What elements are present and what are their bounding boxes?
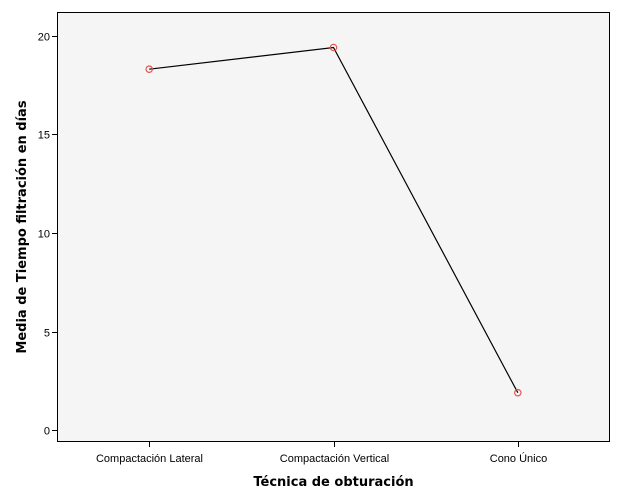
plot-frame [57,12,610,442]
series-line [149,46,519,393]
data-point [513,388,522,397]
data-point [329,43,338,52]
x-axis: Compactación Lateral Compactación Vertica… [96,442,547,465]
x-tick-label: Compactación Vertical [280,453,389,465]
x-tick-label: Compactación Lateral [96,453,203,465]
y-tick-label: 15 [38,130,50,142]
y-axis: 0 5 10 15 20 [38,32,57,438]
y-tick-label: 10 [38,229,50,241]
data-series [145,43,522,397]
y-tick-label: 5 [44,328,50,340]
y-tick-label: 0 [44,426,50,438]
plot-area [57,12,610,442]
y-axis-title: Media de Tiempo filtración en días [15,100,30,353]
data-point [145,65,154,74]
x-tick-label: Cono Único [490,452,547,465]
y-tick-label: 20 [38,32,50,44]
x-axis-title: Técnica de obturación [253,475,413,490]
